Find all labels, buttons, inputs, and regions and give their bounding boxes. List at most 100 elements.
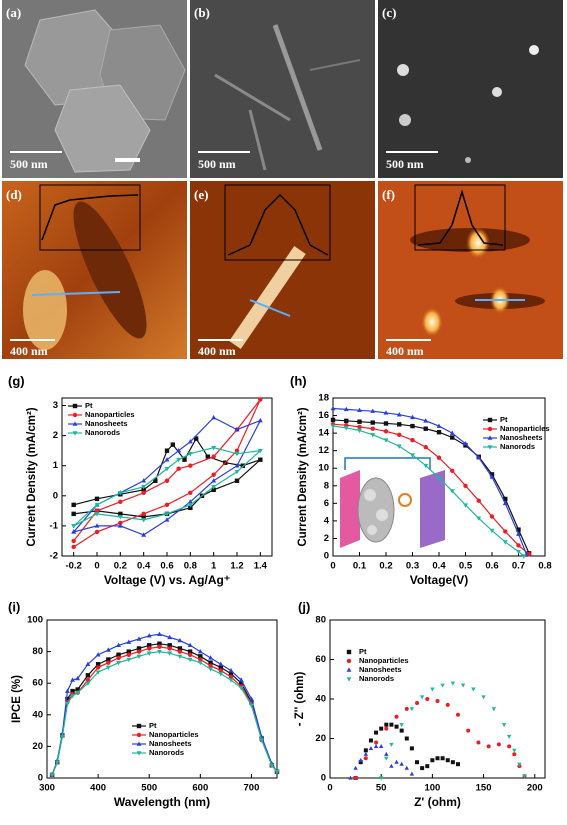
data-point xyxy=(188,490,193,495)
data-point xyxy=(389,742,394,747)
data-point xyxy=(234,478,240,483)
data-point xyxy=(126,649,131,654)
data-point xyxy=(49,773,55,778)
data-point xyxy=(399,761,404,766)
data-point xyxy=(218,661,224,666)
data-point xyxy=(435,756,440,761)
plot-frame xyxy=(46,619,278,779)
x-tick-label: 0.2 xyxy=(114,561,127,572)
x-tick-label: 0.4 xyxy=(432,561,446,572)
data-point xyxy=(117,491,123,496)
data-point xyxy=(516,527,521,532)
data-point xyxy=(157,641,162,646)
data-point xyxy=(136,636,142,641)
data-point xyxy=(176,466,181,471)
data-point xyxy=(476,455,482,460)
x-tick-label: 0.1 xyxy=(353,561,367,572)
y-tick-label: 100 xyxy=(27,615,43,626)
data-point xyxy=(117,515,123,520)
legend-label: Nanoparticles xyxy=(500,424,550,433)
data-point xyxy=(450,681,456,686)
data-point xyxy=(177,654,183,659)
series-line xyxy=(73,447,263,527)
data-point xyxy=(177,637,183,643)
data-point xyxy=(516,543,521,548)
y-tick-label: 2 xyxy=(53,430,58,441)
legend-label: Pt xyxy=(85,401,93,410)
data-point xyxy=(167,634,173,640)
panel-label: (b) xyxy=(194,5,210,20)
legend-marker xyxy=(136,751,142,756)
y-tick-label: 2 xyxy=(324,533,329,544)
data-point xyxy=(404,765,409,770)
legend-marker xyxy=(72,412,78,418)
data-point xyxy=(363,756,368,761)
data-point xyxy=(521,554,527,559)
y-tick-label: 0 xyxy=(321,773,326,784)
data-point xyxy=(205,454,211,459)
data-point xyxy=(208,655,213,660)
data-point xyxy=(502,500,508,506)
data-point xyxy=(445,702,450,707)
data-point xyxy=(394,714,399,719)
data-point xyxy=(249,703,254,708)
data-point xyxy=(370,408,376,413)
data-point xyxy=(491,707,497,712)
data-point xyxy=(70,688,75,694)
data-point xyxy=(404,706,409,711)
data-point xyxy=(187,649,193,654)
legend-marker xyxy=(136,741,142,746)
data-point xyxy=(211,454,216,459)
data-point xyxy=(167,646,172,651)
data-point xyxy=(187,503,193,508)
data-point xyxy=(507,744,512,749)
data-point xyxy=(126,639,132,644)
data-point xyxy=(440,683,445,688)
data-point xyxy=(455,712,460,717)
data-point xyxy=(85,673,91,678)
data-point xyxy=(257,448,263,454)
data-point xyxy=(71,524,77,529)
data-point xyxy=(164,502,170,508)
data-point xyxy=(374,730,379,735)
series-line xyxy=(73,437,261,518)
data-point xyxy=(187,657,193,663)
data-point xyxy=(436,423,442,428)
y-tick-label: 0 xyxy=(53,490,58,501)
series-line xyxy=(73,416,262,536)
scale-bar-label: 400 nm xyxy=(198,344,236,358)
data-point xyxy=(450,468,455,474)
data-point xyxy=(423,463,429,469)
data-point xyxy=(423,444,428,450)
data-point xyxy=(344,418,349,424)
data-point xyxy=(136,646,142,651)
data-point xyxy=(234,463,240,468)
legend-label: Nanosheets xyxy=(149,739,192,748)
data-point xyxy=(176,457,182,463)
legend-label: Nanorods xyxy=(85,428,120,437)
data-point xyxy=(211,485,217,490)
data-point xyxy=(389,763,394,768)
panel-label: (a) xyxy=(6,5,21,20)
data-point xyxy=(383,410,389,415)
x-tick-label: 0.4 xyxy=(137,561,151,572)
data-point xyxy=(410,437,415,443)
data-point xyxy=(502,540,508,545)
y-tick-label: 14 xyxy=(318,428,329,439)
legend-marker xyxy=(136,723,142,729)
data-point xyxy=(476,740,481,745)
data-point xyxy=(238,677,244,682)
legend-label: Nanorods xyxy=(359,674,394,683)
data-point xyxy=(126,657,132,663)
data-point xyxy=(187,451,193,457)
data-point xyxy=(71,502,76,508)
panel-f xyxy=(378,181,563,359)
scale-bar-label: 500 nm xyxy=(10,157,48,171)
x-axis-label: Voltage (V) vs. Ag/Ag⁺ xyxy=(104,573,230,587)
x-tick-label: 0.8 xyxy=(184,561,197,572)
series-line xyxy=(332,425,525,557)
data-point xyxy=(425,764,430,769)
data-point xyxy=(147,646,152,651)
legend-label: Nanosheets xyxy=(85,419,128,428)
